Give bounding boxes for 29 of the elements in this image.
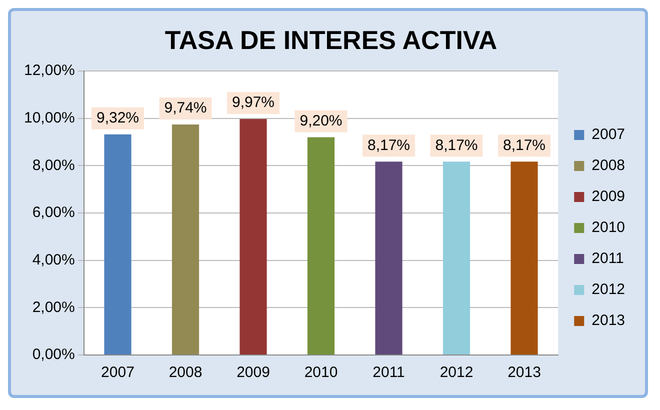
y-tick-label: 2,00% (32, 298, 75, 316)
data-label: 8,17% (435, 136, 478, 154)
data-label: 9,20% (300, 112, 342, 130)
data-label: 9,32% (96, 110, 140, 127)
y-tick-label: 10,00% (24, 109, 75, 126)
x-tick-label: 2009 (236, 364, 270, 382)
legend-label: 2007 (592, 126, 626, 144)
x-tick-label: 2013 (508, 364, 541, 382)
y-tick-label: 6,00% (32, 204, 75, 222)
legend-label: 2009 (592, 188, 626, 206)
y-tick-label: 12,00% (24, 62, 75, 80)
legend-label: 2013 (592, 312, 626, 330)
legend-label: 2010 (592, 219, 626, 236)
chart-title: TASA DE INTERES ACTIVA (164, 25, 498, 56)
x-tick-label: 2007 (101, 364, 134, 382)
y-tick-label: 8,00% (32, 156, 75, 174)
data-label: 9,97% (232, 94, 275, 112)
x-tick-label: 2012 (440, 364, 474, 382)
legend-label: 2011 (592, 250, 624, 268)
x-tick-label: 2008 (168, 364, 202, 382)
x-tick-label: 2011 (372, 364, 405, 382)
x-tick-label: 2010 (304, 364, 338, 382)
data-label: 8,17% (502, 136, 546, 154)
legend-label: 2008 (592, 157, 626, 174)
y-tick-label: 0,00% (32, 346, 75, 364)
y-tick-label: 4,00% (32, 251, 75, 268)
data-label: 8,17% (367, 136, 410, 154)
data-label: 9,74% (164, 100, 207, 117)
legend-label: 2012 (592, 281, 626, 298)
